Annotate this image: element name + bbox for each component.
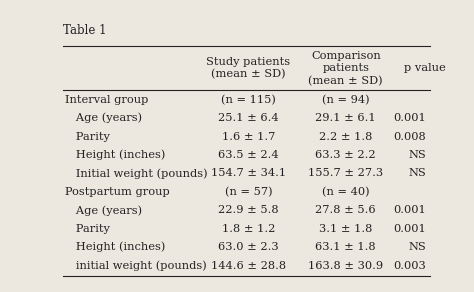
Text: 29.1 ± 6.1: 29.1 ± 6.1 xyxy=(316,113,376,123)
Text: Table 1: Table 1 xyxy=(63,24,107,37)
Text: 22.9 ± 5.8: 22.9 ± 5.8 xyxy=(218,205,279,215)
Text: NS: NS xyxy=(408,168,426,178)
Text: (n = 57): (n = 57) xyxy=(225,187,272,197)
Text: Height (inches): Height (inches) xyxy=(65,242,165,253)
Text: 163.8 ± 30.9: 163.8 ± 30.9 xyxy=(308,261,383,271)
Text: p value: p value xyxy=(404,63,446,73)
Text: 63.1 ± 1.8: 63.1 ± 1.8 xyxy=(316,242,376,252)
Text: 27.8 ± 5.6: 27.8 ± 5.6 xyxy=(316,205,376,215)
Text: 3.1 ± 1.8: 3.1 ± 1.8 xyxy=(319,224,373,234)
Text: 154.7 ± 34.1: 154.7 ± 34.1 xyxy=(211,168,286,178)
Text: (n = 40): (n = 40) xyxy=(322,187,370,197)
Text: Height (inches): Height (inches) xyxy=(65,150,165,160)
Text: (n = 94): (n = 94) xyxy=(322,95,370,105)
Text: 1.6 ± 1.7: 1.6 ± 1.7 xyxy=(222,132,275,142)
Text: initial weight (pounds): initial weight (pounds) xyxy=(65,260,207,271)
Text: 155.7 ± 27.3: 155.7 ± 27.3 xyxy=(308,168,383,178)
Text: 0.008: 0.008 xyxy=(393,132,426,142)
Text: Interval group: Interval group xyxy=(65,95,148,105)
Text: 144.6 ± 28.8: 144.6 ± 28.8 xyxy=(211,261,286,271)
Text: Initial weight (pounds): Initial weight (pounds) xyxy=(65,168,208,179)
Text: Parity: Parity xyxy=(65,132,109,142)
Text: 0.001: 0.001 xyxy=(393,205,426,215)
Text: NS: NS xyxy=(408,242,426,252)
Text: (n = 115): (n = 115) xyxy=(221,95,276,105)
Text: 63.0 ± 2.3: 63.0 ± 2.3 xyxy=(218,242,279,252)
Text: Study patients
(mean ± SD): Study patients (mean ± SD) xyxy=(206,57,291,80)
Text: Postpartum group: Postpartum group xyxy=(65,187,170,197)
Text: 2.2 ± 1.8: 2.2 ± 1.8 xyxy=(319,132,373,142)
Text: 0.001: 0.001 xyxy=(393,224,426,234)
Text: Age (years): Age (years) xyxy=(65,205,142,215)
Text: Age (years): Age (years) xyxy=(65,113,142,124)
Text: NS: NS xyxy=(408,150,426,160)
Text: 1.8 ± 1.2: 1.8 ± 1.2 xyxy=(222,224,275,234)
Text: 25.1 ± 6.4: 25.1 ± 6.4 xyxy=(218,113,279,123)
Text: 63.3 ± 2.2: 63.3 ± 2.2 xyxy=(316,150,376,160)
Text: 0.003: 0.003 xyxy=(393,261,426,271)
Text: Parity: Parity xyxy=(65,224,109,234)
Text: 0.001: 0.001 xyxy=(393,113,426,123)
Text: Comparison
patients
(mean ± SD): Comparison patients (mean ± SD) xyxy=(309,51,383,86)
Text: 63.5 ± 2.4: 63.5 ± 2.4 xyxy=(218,150,279,160)
